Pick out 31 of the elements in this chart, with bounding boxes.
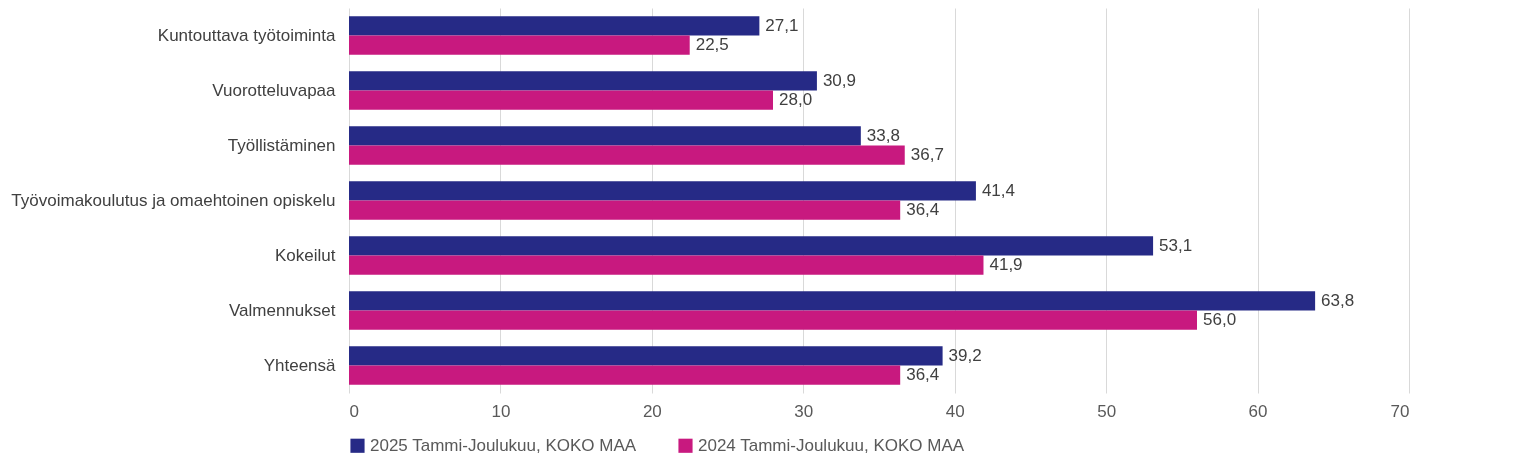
- y-tick-label: Työllistäminen: [227, 135, 336, 155]
- legend-label: 2025 Tammi-Joulukuu, KOKO MAA: [370, 435, 637, 455]
- data-label: 33,8: [866, 125, 900, 145]
- y-tick-label: Kokeilut: [275, 245, 336, 265]
- y-tick-label: Vuorotteluvapaa: [212, 80, 337, 100]
- data-label: 63,8: [1321, 290, 1355, 310]
- data-label: 27,1: [765, 15, 799, 35]
- data-label: 36,4: [906, 200, 940, 220]
- x-tick-label: 70: [1390, 401, 1410, 421]
- data-label: 30,9: [822, 70, 857, 90]
- x-tick-label: 10: [491, 401, 511, 421]
- y-tick-label: Valmennukset: [229, 300, 336, 320]
- legend-label: 2024 Tammi-Joulukuu, KOKO MAA: [698, 435, 965, 455]
- data-label: 56,0: [1203, 310, 1237, 330]
- x-tick-label: 30: [794, 401, 814, 421]
- y-tick-label: Kuntouttava työtoiminta: [157, 25, 337, 45]
- data-label: 41,4: [981, 180, 1016, 200]
- data-label: 22,5: [695, 35, 729, 55]
- x-tick-label: 40: [945, 401, 965, 421]
- data-label: 36,4: [906, 365, 940, 385]
- x-tick-label: 50: [1097, 401, 1117, 421]
- x-tick-label: 20: [642, 401, 662, 421]
- data-label: 39,2: [948, 345, 982, 365]
- y-tick-label: Työvoimakoulutus ja omaehtoinen opiskelu: [11, 190, 336, 210]
- y-tick-label: Yhteensä: [263, 355, 337, 375]
- x-tick-label: 0: [349, 401, 359, 421]
- data-label: 53,1: [1159, 235, 1193, 255]
- x-tick-label: 60: [1248, 401, 1268, 421]
- data-label: 41,9: [989, 255, 1023, 275]
- data-label: 28,0: [779, 90, 813, 110]
- data-label: 36,7: [910, 145, 944, 165]
